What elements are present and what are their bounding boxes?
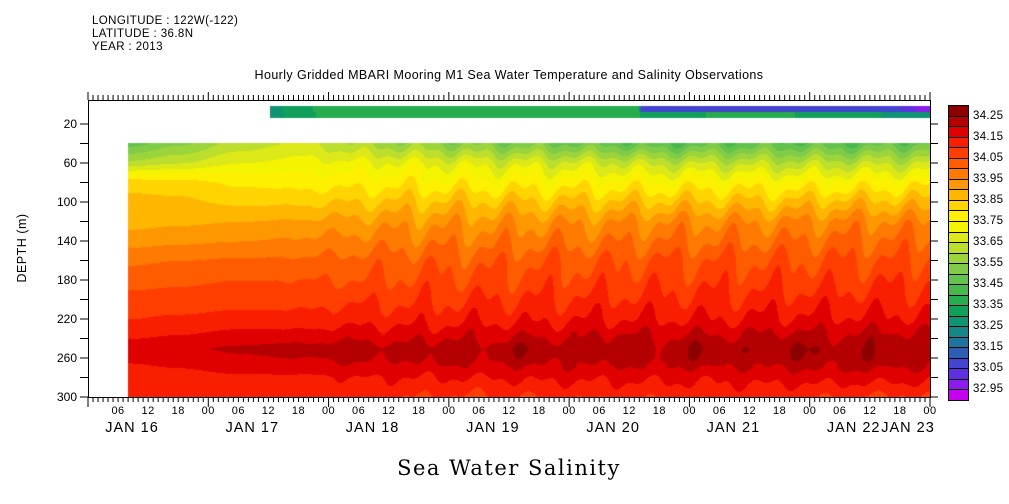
colorbar-cell (949, 347, 968, 358)
colorbar-cell (949, 147, 968, 158)
header-year: YEAR : 2013 (92, 41, 163, 53)
x-day-label: JAN 23 (881, 420, 935, 436)
colorbar-cell (949, 210, 968, 221)
y-tick-label: 140 (56, 234, 77, 248)
colorbar-cell (949, 305, 968, 316)
x-hour-label: 06 (111, 405, 125, 417)
colorbar-cell (949, 294, 968, 306)
x-hour-label: 12 (261, 405, 276, 417)
x-day-label: JAN 19 (466, 420, 520, 436)
x-hour-label: 06 (472, 405, 486, 417)
colorbar-cell (949, 189, 968, 200)
x-hour-label: 06 (352, 405, 366, 417)
x-hour-label: 12 (622, 405, 636, 417)
colorbar-cell (949, 368, 968, 379)
colorbar-cell (949, 242, 968, 253)
colorbar-cell (949, 389, 968, 400)
colorbar-cell (949, 252, 968, 264)
x-hour-label: 18 (171, 405, 185, 417)
colorbar-cell (949, 106, 968, 116)
colorbar-cell (949, 199, 968, 211)
colorbar-label: 33.85 (973, 193, 1004, 206)
colorbar-label: 34.15 (973, 130, 1004, 143)
x-day-label: JAN 16 (105, 420, 159, 436)
colorbar-label: 33.25 (973, 319, 1004, 332)
x-hour-label: 06 (592, 405, 606, 417)
colorbar-cell (949, 336, 968, 348)
x-day-label: JAN 22 (826, 420, 881, 436)
colorbar-cell (949, 357, 968, 369)
colorbar-label: 33.45 (973, 277, 1004, 290)
chart-title: Hourly Gridded MBARI Mooring M1 Sea Wate… (254, 68, 764, 82)
colorbar-cell (949, 115, 968, 127)
x-hour-label: 12 (382, 405, 396, 417)
colorbar-cell (949, 273, 968, 285)
y-tick-label: 100 (56, 195, 77, 209)
colorbar-label: 33.55 (973, 256, 1004, 269)
y-tick-label: 180 (56, 273, 77, 287)
colorbar-cell (949, 168, 968, 179)
colorbar-cell (949, 315, 968, 327)
x-hour-label: 18 (532, 405, 546, 417)
x-hour-label: 06 (712, 405, 727, 417)
colorbar-cell (949, 326, 968, 337)
colorbar-label: 33.95 (973, 172, 1004, 185)
colorbar-label: 33.15 (973, 340, 1004, 353)
colorbar-cell (949, 157, 968, 169)
colorbar-label: 32.95 (973, 382, 1004, 395)
x-hour-label: 18 (652, 405, 666, 417)
x-hour-label: 18 (291, 405, 306, 417)
colorbar-cell (949, 231, 968, 243)
colorbar-cell (949, 126, 968, 137)
x-day-label: JAN 17 (225, 420, 280, 436)
colorbar-label: 34.05 (973, 151, 1004, 164)
x-hour-label: 12 (742, 405, 757, 417)
plot-footer-title: Sea Water Salinity (397, 456, 621, 480)
x-hour-label: 00 (442, 405, 456, 417)
colorbar (948, 105, 969, 401)
x-day-label: JAN 18 (345, 420, 400, 436)
colorbar-label: 33.75 (973, 214, 1004, 227)
x-hour-label: 00 (201, 405, 215, 417)
x-hour-label: 18 (412, 405, 426, 417)
x-hour-label: 00 (562, 405, 576, 417)
colorbar-label: 34.25 (973, 109, 1004, 122)
colorbar-cell (949, 378, 968, 390)
x-hour-label: 12 (863, 405, 877, 417)
colorbar-cell (949, 220, 968, 232)
colorbar-label: 33.35 (973, 298, 1004, 311)
colorbar-cell (949, 136, 968, 148)
x-hour-label: 12 (502, 405, 516, 417)
y-tick-label: 220 (56, 312, 77, 326)
x-hour-label: 06 (231, 405, 245, 417)
x-hour-label: 06 (833, 405, 847, 417)
x-day-label: JAN 20 (586, 420, 640, 436)
x-day-label: JAN 21 (706, 420, 761, 436)
y-tick-label: 60 (63, 156, 77, 170)
x-hour-label: 18 (773, 405, 787, 417)
colorbar-label: 33.05 (973, 361, 1004, 374)
colorbar-cell (949, 284, 968, 295)
colorbar-label: 33.65 (973, 235, 1004, 248)
header-latitude: LATITUDE : 36.8N (92, 28, 194, 40)
x-hour-label: 12 (141, 405, 155, 417)
salinity-contour-canvas (88, 100, 930, 397)
y-axis-title: DEPTH (m) (15, 213, 29, 283)
x-hour-label: 00 (682, 405, 697, 417)
x-hour-label: 00 (803, 405, 817, 417)
x-hour-label: 18 (893, 405, 907, 417)
y-tick-label: 20 (63, 117, 77, 131)
y-tick-label: 300 (56, 390, 77, 404)
y-tick-label: 260 (56, 351, 77, 365)
x-hour-label: 00 (923, 405, 937, 417)
colorbar-cell (949, 263, 968, 274)
colorbar-cell (949, 178, 968, 190)
x-hour-label: 00 (321, 405, 336, 417)
header-longitude: LONGITUDE : 122W(-122) (92, 15, 239, 27)
